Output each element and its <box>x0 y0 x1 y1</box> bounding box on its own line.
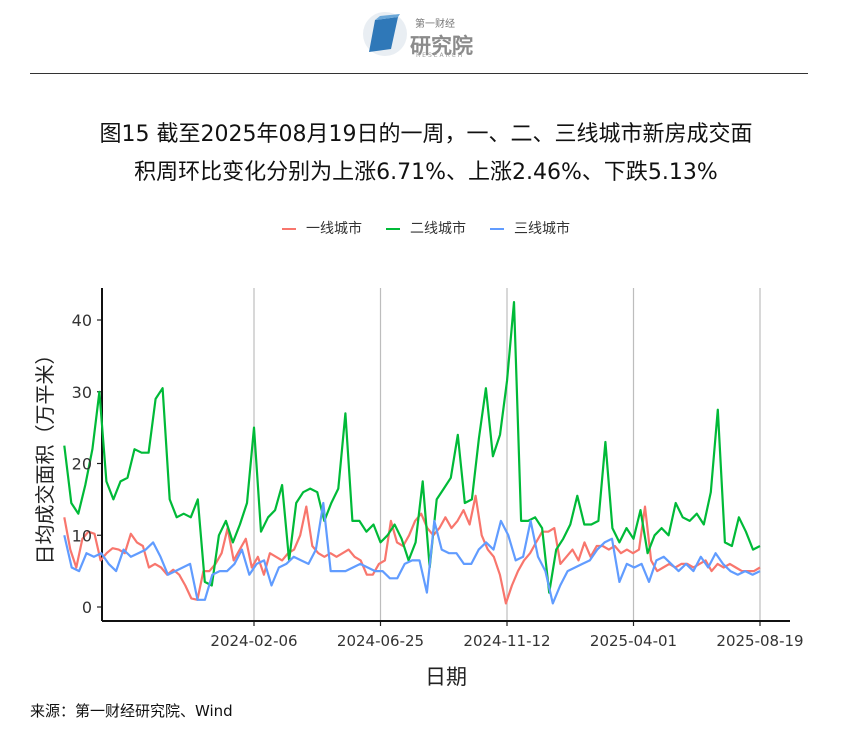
series-line-一线城市 <box>63 494 761 605</box>
x-tick-label: 2024-02-06 <box>210 632 297 650</box>
y-axis-title: 日均成交面积（万平米） <box>33 345 57 565</box>
chart-legend: 一线城市 二线城市 三线城市 <box>0 218 852 238</box>
x-axis-title: 日期 <box>425 665 467 689</box>
logo-main: 研究院 <box>410 34 473 58</box>
legend-label: 二线城市 <box>410 221 466 237</box>
x-tick-label: 2025-08-19 <box>716 632 803 650</box>
y-tick-label: 30 <box>72 383 92 402</box>
logo-sub: RESEARCH <box>416 52 465 59</box>
axis-labels: 2024-02-06 2024-06-25 2024-11-12 2025-04-01… <box>33 311 804 689</box>
source-note: 来源：第一财经研究院、Wind <box>30 702 233 720</box>
y-tick-label: 20 <box>72 455 92 474</box>
legend-swatch <box>386 228 400 230</box>
line-chart: 2024-02-06 2024-06-25 2024-11-12 2025-04-01… <box>33 288 804 689</box>
legend-label: 三线城市 <box>514 221 570 237</box>
legend-item: 三线城市 <box>490 218 570 238</box>
legend-swatch <box>282 228 296 230</box>
legend-swatch <box>490 228 504 230</box>
chart-title-line-1: 图15 截至2025年08月19日的一周，一、二、三线城市新房成交面 <box>99 122 753 147</box>
x-tick-label: 2024-11-12 <box>463 632 550 650</box>
legend-label: 一线城市 <box>306 221 362 237</box>
logo-text: 第一财经 <box>415 19 455 30</box>
x-tick-label: 2024-06-25 <box>337 632 424 650</box>
series-lines <box>63 300 761 605</box>
chart-title-line-2: 积周环比变化分别为上涨6.71%、上涨2.46%、下跌5.13% <box>134 160 718 185</box>
legend-item: 一线城市 <box>282 218 362 238</box>
logo-emblem-icon <box>363 12 407 56</box>
brand-logo: 第一财经 研究院 RESEARCH <box>360 8 490 64</box>
axes <box>97 288 790 626</box>
y-tick-label: 10 <box>72 526 92 545</box>
legend-item: 二线城市 <box>386 218 466 238</box>
x-tick-label: 2025-04-01 <box>590 632 677 650</box>
y-tick-label: 0 <box>82 598 92 617</box>
y-tick-label: 40 <box>72 311 92 330</box>
series-line-二线城市 <box>63 300 761 594</box>
series-line-三线城市 <box>63 501 761 605</box>
header-divider <box>30 73 808 74</box>
